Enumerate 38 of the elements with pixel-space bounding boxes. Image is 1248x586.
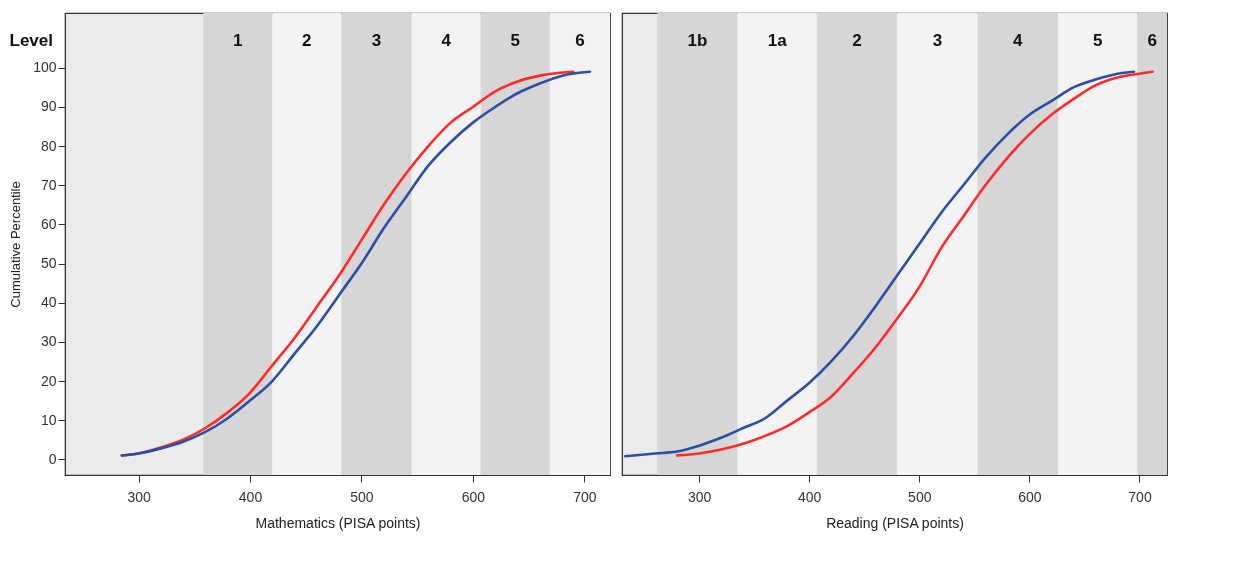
- band-label: 2: [302, 31, 312, 50]
- y-tick-label: 70: [40, 176, 57, 193]
- y-tick-label: 50: [40, 255, 57, 272]
- x-tick-label: 400: [797, 488, 822, 505]
- x-axis-title: Mathematics (PISA points): [255, 514, 421, 531]
- x-tick-label: 700: [573, 488, 597, 505]
- x-tick-label: 500: [350, 488, 374, 505]
- band-label: 2: [852, 31, 862, 50]
- band-label: 1a: [767, 31, 788, 50]
- x-tick-label: 500: [908, 488, 932, 505]
- x-tick-label: 400: [238, 488, 263, 505]
- x-tick-label: 700: [1128, 488, 1152, 505]
- x-tick-label: 300: [687, 488, 712, 505]
- band-label: 3: [371, 31, 382, 50]
- band-label: 5: [1092, 31, 1103, 50]
- y-axis-title: Cumulative Percentile: [8, 181, 24, 308]
- y-tick-label: 30: [40, 333, 57, 350]
- y-tick-label: 10: [40, 411, 57, 428]
- y-tick-label: 20: [40, 372, 57, 389]
- band-label: 6: [575, 31, 585, 50]
- y-tick-label: 90: [40, 98, 57, 115]
- band-label: 5: [510, 31, 520, 50]
- y-tick-label: 60: [40, 215, 57, 232]
- band-label: 4: [441, 31, 452, 50]
- x-tick-label: 600: [1018, 488, 1042, 505]
- x-axis-title: Reading (PISA points): [826, 514, 964, 531]
- band-label: 3: [932, 31, 943, 50]
- text: Level: [9, 31, 53, 50]
- band-label: 1b: [687, 31, 708, 50]
- band-label: 4: [1013, 31, 1024, 50]
- y-tick-label: 40: [40, 294, 57, 311]
- y-tick-label: 80: [40, 137, 57, 154]
- band-label: 1: [233, 31, 243, 50]
- y-tick-label: 0: [48, 450, 57, 467]
- band-label: 6: [1147, 31, 1157, 50]
- x-tick-label: 600: [461, 488, 486, 505]
- x-tick-label: 300: [127, 488, 151, 505]
- y-tick-label: 100: [33, 59, 57, 76]
